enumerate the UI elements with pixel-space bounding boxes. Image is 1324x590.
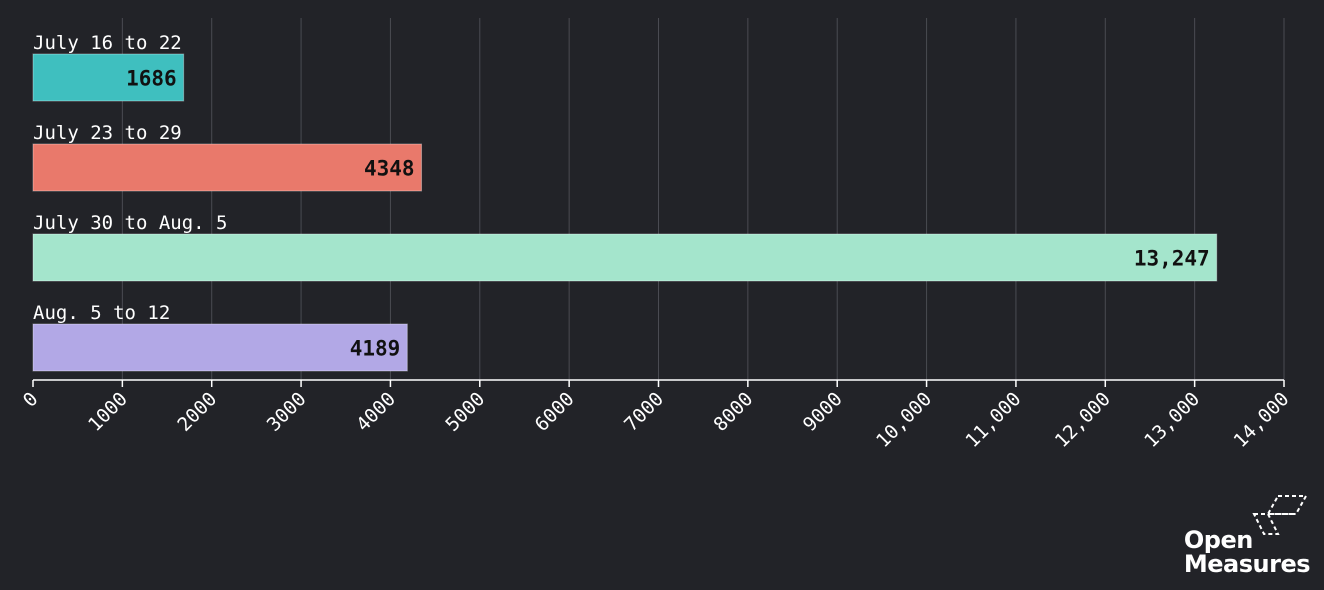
data-label: 1686 [126,67,177,91]
x-tick-label: 3000 [263,388,311,436]
logo-line-1: Open [1183,526,1253,554]
x-axis: 0 1000 2000 3000 4000 5000 6000 7000 8000 9000 10,… [19,379,1294,452]
x-tick-label: 1000 [84,388,132,436]
category-label: July 16 to 22 [33,32,182,54]
x-tick-label: 8000 [709,388,757,436]
x-tick-label: 5000 [441,388,489,436]
data-label: 4189 [350,337,401,361]
x-tick-label: 7000 [620,388,668,436]
x-tick-label: 6000 [531,388,579,436]
bar [32,53,185,102]
x-tick-label: 0 [19,388,43,412]
open-measures-logo: Open Measures [1183,495,1311,578]
x-tick-label: 13,000 [1140,388,1204,452]
logo-cube-icon [1252,495,1308,535]
logo-wordmark: Open Measures [1183,526,1311,578]
logo-line-2: Measures [1183,550,1311,578]
data-label: 4348 [364,157,415,181]
data-label: 13,247 [1134,247,1210,271]
bar [32,233,1218,282]
category-label: July 23 to 29 [33,122,182,144]
category-label: July 30 to Aug. 5 [33,212,227,234]
x-tick-label: 9000 [799,388,847,436]
x-tick-label: 11,000 [961,388,1025,452]
x-tick-label: 4000 [352,388,400,436]
x-tick-label: 10,000 [872,388,936,452]
category-label: Aug. 5 to 12 [33,302,170,324]
grid-layer [121,18,1285,380]
bar [32,143,423,192]
bar-layer: July 16 to 22 1686 July 23 to 29 4348 July 3… [32,32,1218,372]
x-tick-label: 14,000 [1229,388,1293,452]
x-tick-label: 2000 [173,388,221,436]
x-tick-label: 12,000 [1051,388,1115,452]
bar [32,323,408,372]
